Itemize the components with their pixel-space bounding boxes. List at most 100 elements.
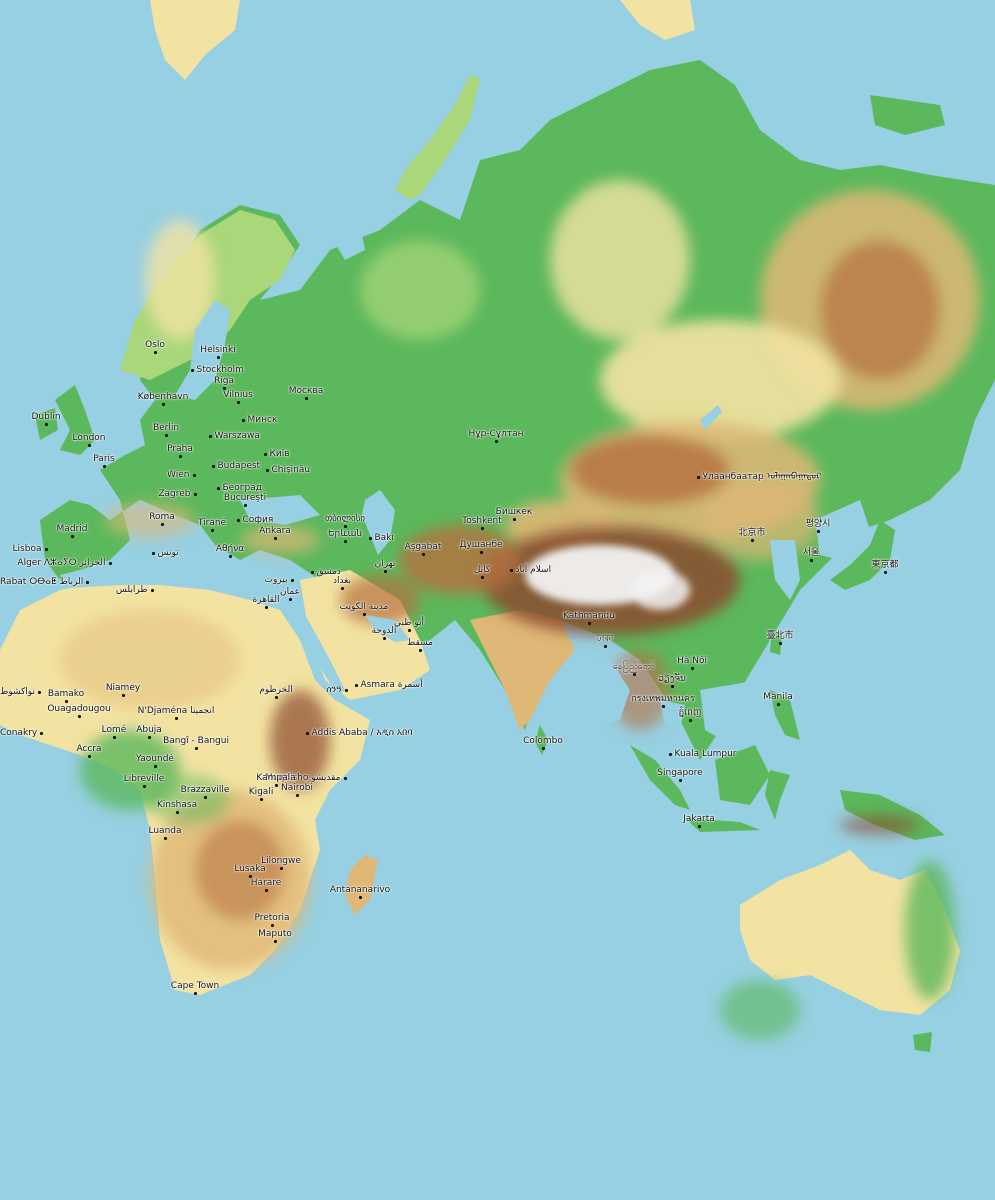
city-marker-london[interactable]: London	[73, 433, 106, 447]
city-marker-oslo[interactable]: Oslo	[145, 340, 165, 354]
city-marker-amman[interactable]: عمان	[280, 587, 300, 601]
city-marker-lome[interactable]: Lomé	[102, 725, 126, 739]
city-marker-beirut[interactable]: بيروت	[264, 575, 294, 585]
city-marker-sofia[interactable]: София	[236, 515, 273, 525]
city-marker-minsk[interactable]: Минск	[241, 415, 277, 425]
city-marker-hanoi[interactable]: Hà Nội	[677, 656, 707, 670]
city-marker-tehran[interactable]: تهران	[375, 559, 395, 573]
city-marker-kabul[interactable]: کابل	[474, 565, 490, 579]
city-marker-nouakchott[interactable]: نواكشوط	[0, 687, 41, 697]
city-marker-doha[interactable]: الدوحة	[372, 626, 396, 640]
city-marker-antananarivo[interactable]: Antananarivo	[330, 885, 390, 899]
city-marker-baghdad[interactable]: بغداد	[333, 576, 351, 590]
city-marker-berlin[interactable]: Berlin	[153, 423, 179, 437]
city-marker-ashgabat[interactable]: Aşgabat	[405, 542, 441, 556]
city-marker-dushanbe[interactable]: Душанбе	[459, 540, 503, 554]
city-marker-maputo[interactable]: Maputo	[258, 929, 292, 943]
city-marker-tarabulus[interactable]: طرابلس	[116, 585, 154, 595]
city-marker-kuwait[interactable]: مدينة الكويت	[340, 602, 388, 616]
city-marker-vientiane[interactable]: ວຽງຈັນ	[658, 674, 686, 688]
city-marker-jakarta[interactable]: Jakarta	[683, 814, 715, 828]
city-marker-kampala[interactable]: Kampala	[256, 773, 296, 787]
city-marker-nairobi[interactable]: Nairobi	[281, 783, 313, 797]
city-marker-khartoum[interactable]: الخرطوم	[259, 685, 293, 699]
city-marker-accra[interactable]: Accra	[76, 744, 102, 758]
city-marker-rabat[interactable]: Rabat ⵔⴱⴰⵟ الرباط	[0, 577, 90, 587]
city-marker-ouagadougou[interactable]: Ouagadougou	[47, 704, 111, 718]
city-marker-sanaa[interactable]: ሰንዓ	[326, 685, 348, 695]
city-marker-tbilisi[interactable]: თბილისი	[325, 514, 365, 528]
city-marker-qahira[interactable]: القاهرة	[253, 595, 279, 609]
city-marker-libreville[interactable]: Libreville	[124, 774, 164, 788]
city-marker-stockholm[interactable]: Stockholm	[190, 365, 244, 375]
city-marker-lisboa[interactable]: Lisboa	[13, 544, 48, 554]
city-marker-chisinau[interactable]: Chişinău	[265, 465, 310, 475]
city-marker-kigali[interactable]: Kigali	[249, 787, 273, 801]
city-marker-dhaka[interactable]: ঢাকা	[597, 634, 613, 648]
city-marker-madrid[interactable]: Madrid	[57, 524, 87, 538]
city-marker-luanda[interactable]: Luanda	[149, 826, 182, 840]
city-marker-toshkent[interactable]: Toshkent	[462, 516, 502, 530]
city-marker-colombo[interactable]: Colombo	[523, 736, 563, 750]
city-marker-kathmandu[interactable]: Kathmandu	[563, 611, 615, 625]
city-marker-brazzaville[interactable]: Brazzaville	[181, 785, 229, 799]
city-marker-ulaanbaatar[interactable]: Улаанбаатар ᠤᠯᠠᠭᠠᠨᠪᠠᠭᠠᠲᠤᠷ	[696, 472, 822, 482]
city-marker-lilongwe[interactable]: Lilongwe	[261, 856, 301, 870]
city-marker-muscat[interactable]: مسقط	[407, 638, 433, 652]
city-marker-vilnius[interactable]: Vilnius	[223, 390, 253, 404]
city-marker-tunis[interactable]: تونس	[151, 548, 179, 558]
city-marker-bangkok[interactable]: กรุงเทพมหานคร	[631, 694, 695, 708]
city-marker-harare[interactable]: Harare	[251, 878, 281, 892]
city-marker-budapest[interactable]: Budapest	[211, 461, 260, 471]
city-marker-ankara[interactable]: Ankara	[259, 526, 291, 540]
city-marker-zagreb[interactable]: Zagreb	[158, 489, 197, 499]
city-marker-pyongyang[interactable]: 평양시	[806, 519, 830, 533]
city-marker-roma[interactable]: Roma	[149, 512, 175, 526]
city-marker-bamako[interactable]: Bamako	[48, 689, 84, 703]
city-marker-warszawa[interactable]: Warszawa	[208, 431, 260, 441]
city-marker-seoul[interactable]: 서울	[803, 548, 819, 562]
city-marker-phnompenh[interactable]: ភ្នំពេញ	[679, 708, 701, 722]
city-marker-abuja[interactable]: Abuja	[136, 725, 162, 739]
city-marker-manila[interactable]: Manila	[763, 692, 793, 706]
city-marker-tirane[interactable]: Tiranë	[198, 518, 226, 532]
city-marker-baki[interactable]: Bakı	[368, 533, 394, 543]
city-marker-kyiv[interactable]: Київ	[263, 449, 290, 459]
city-marker-lusaka[interactable]: Lusaka	[234, 864, 266, 878]
city-marker-riga[interactable]: Riga	[214, 376, 234, 390]
city-marker-conakry[interactable]: Conakry	[0, 728, 44, 738]
city-marker-praha[interactable]: Praha	[167, 444, 193, 458]
city-marker-addisababa[interactable]: Addis Ababa / አዲስ አበባ	[305, 728, 412, 738]
city-marker-yerevan[interactable]: Երևան	[328, 529, 362, 543]
city-marker-capetown[interactable]: Cape Town	[171, 981, 219, 995]
city-marker-niamey[interactable]: Niamey	[106, 683, 140, 697]
city-marker-kinshasa[interactable]: Kinshasa	[157, 800, 197, 814]
city-marker-islamabad[interactable]: اسلام آباد	[509, 565, 551, 575]
city-marker-athina[interactable]: Αθήνα	[216, 544, 244, 558]
city-marker-bucuresti[interactable]: Bucureşti	[224, 493, 266, 507]
city-marker-kobenhavn[interactable]: København	[138, 392, 188, 406]
city-marker-pretoria[interactable]: Pretoria	[254, 913, 290, 927]
city-marker-naypyidaw[interactable]: နေပြည်တော်	[613, 662, 655, 676]
city-marker-beijing[interactable]: 北京市	[739, 528, 766, 542]
city-marker-wien[interactable]: Wien	[167, 470, 196, 480]
city-marker-bishkek[interactable]: Бишкек	[496, 507, 532, 521]
city-marker-abudhabi[interactable]: أبو ظبي	[394, 618, 424, 632]
city-marker-asmara[interactable]: Asmara أسمرة	[354, 680, 423, 690]
city-marker-paris[interactable]: Paris	[93, 454, 115, 468]
city-marker-bangui[interactable]: Bangî - Bangui	[163, 736, 229, 750]
city-marker-ndjamena[interactable]: N'Djaména انجمينا	[138, 706, 214, 720]
city-marker-mogadishu[interactable]: Muqdisho مقديشو	[265, 773, 347, 783]
city-marker-singapore[interactable]: Singapore	[657, 768, 703, 782]
city-marker-taipei[interactable]: 臺北市	[767, 631, 794, 645]
city-marker-nursultan[interactable]: Нұр-Сұлтан	[468, 429, 524, 443]
city-marker-moskva[interactable]: Москва	[289, 386, 323, 400]
city-marker-kualalumpur[interactable]: Kuala Lumpur	[668, 749, 737, 759]
city-marker-dimashq[interactable]: دمشق	[310, 567, 341, 577]
city-marker-alger[interactable]: Alger ⴷⵣⴰⵢⵔ الجزائر	[17, 558, 112, 568]
city-marker-dublin[interactable]: Dublin	[31, 412, 61, 426]
city-marker-beograd[interactable]: Београд	[216, 483, 262, 493]
city-marker-yaounde[interactable]: Yaoundé	[136, 754, 174, 768]
city-marker-helsinki[interactable]: Helsinki	[200, 345, 236, 359]
